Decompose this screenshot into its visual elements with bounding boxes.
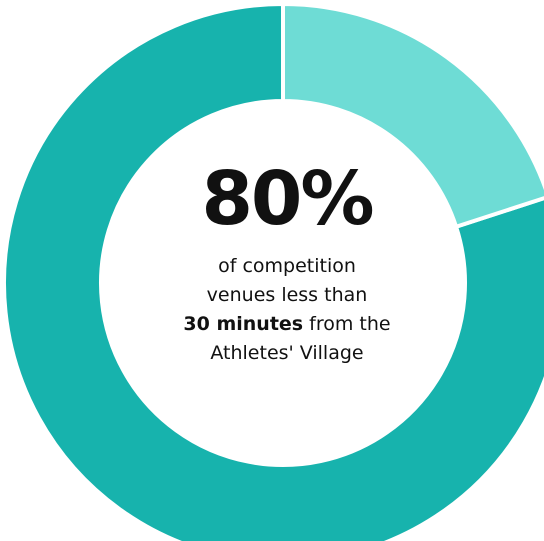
highlight-duration: 30 minutes bbox=[183, 313, 304, 335]
percentage-value: 80% bbox=[201, 156, 374, 242]
description-line-3: 30 minutes from the bbox=[152, 310, 422, 339]
description-line-4: Athletes' Village bbox=[210, 342, 364, 364]
donut-slice-2 bbox=[281, 1, 544, 230]
description-line-3-rest: from the bbox=[303, 313, 391, 335]
description-line-1: of competition bbox=[218, 255, 356, 277]
callout-description: of competition venues less than 30 minut… bbox=[152, 252, 422, 368]
description-line-2: venues less than bbox=[206, 284, 368, 306]
center-callout: 80% of competition venues less than 30 m… bbox=[152, 158, 422, 368]
